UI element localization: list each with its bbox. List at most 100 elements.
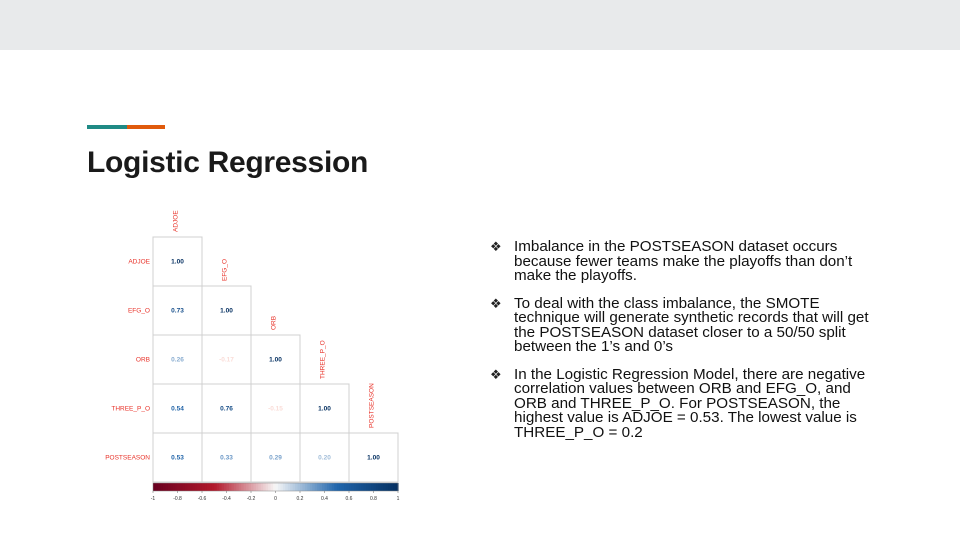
colorbar-segment [317,483,321,491]
colorbar-segment [395,483,399,491]
colorbar-segment [199,483,203,491]
colorbar-segment [233,483,237,491]
colorbar-segment [287,483,291,491]
bullet-item: ❖ Imbalance in the POSTSEASON dataset oc… [490,239,885,284]
colorbar-segment [388,483,392,491]
colorbar-segment [194,483,198,491]
colorbar-segment [371,483,375,491]
top-banner [0,0,960,50]
slide-title: Logistic Regression [87,146,369,179]
colorbar-segment [307,483,311,491]
colorbar-segment [179,483,183,491]
colorbar-segment [184,483,188,491]
colorbar-segment [373,483,377,491]
colorbar-segment [228,483,232,491]
cell-value-label: 0.73 [171,308,184,315]
cell-value-label: 0.29 [269,455,282,462]
correlation-heatmap: 1.00 0.73 1.00 0.26 -0.17 1.00 0.54 0.76 -0.15 1.… [105,210,400,502]
colorbar-segment [378,483,382,491]
title-accent-teal [87,125,127,129]
colorbar-segment [363,483,367,491]
colorbar-segment [260,483,264,491]
cell-value-label: 1.00 [318,406,331,413]
colorbar-segment [282,483,286,491]
colorbar-tick-label: 0.4 [321,496,328,502]
colorbar-segment [329,483,333,491]
heatmap-cell [250,432,301,483]
colorbar-segment [285,483,289,491]
bullet-item: ❖ In the Logistic Regression Model, ther… [490,366,885,441]
heatmap-cell [299,432,350,483]
colorbar-segment [366,483,370,491]
colorbar-segment [383,483,387,491]
colorbar-segment [231,483,235,491]
colorbar-segment [339,483,343,491]
heatmap-cell [299,383,350,434]
diamond-bullet-icon: ❖ [490,366,502,382]
bullet-item: ❖ To deal with the class imbalance, the … [490,295,885,355]
cell-value-label: 0.26 [171,357,184,364]
cell-value-label: 0.20 [318,455,331,462]
colorbar-segment [246,483,250,491]
colorbar-segment [243,483,247,491]
colorbar-segment [165,483,169,491]
colorbar-segment [312,483,316,491]
cell-value-label: 1.00 [269,357,282,364]
colorbar-segment [302,483,306,491]
bullet-list: ❖ Imbalance in the POSTSEASON dataset oc… [490,239,885,453]
colorbar-segment [226,483,230,491]
colorbar-segment [331,483,335,491]
colorbar-segment [304,483,308,491]
colorbar-segment [393,483,397,491]
colorbar-segment [211,483,215,491]
colorbar-segment [216,483,220,491]
colorbar-tick-label: -0.4 [222,496,231,502]
colorbar-segment [349,483,353,491]
colorbar-segment [248,483,252,491]
colorbar-segment [292,483,296,491]
heatmap-cell [348,432,399,483]
column-label: THREE_P_O [320,340,327,379]
colorbar-segment [361,483,365,491]
colorbar-segment [265,483,269,491]
row-label: EFG_O [128,308,150,315]
colorbar-segment [319,483,323,491]
cell-value-label: -0.17 [219,357,234,364]
heatmap-cell [201,383,252,434]
colorbar-segment [334,483,338,491]
title-accent-orange [127,125,165,129]
colorbar-segment [160,483,164,491]
colorbar-segment [251,483,255,491]
colorbar-segment [182,483,186,491]
colorbar-segment [175,483,179,491]
colorbar-tick-label: -0.6 [198,496,207,502]
colorbar-segment [187,483,191,491]
cell-value-label: 1.00 [220,308,233,315]
colorbar-segment [162,483,166,491]
colorbar-tick-label: 1 [397,496,400,502]
cell-value-label: 0.76 [220,406,233,413]
colorbar-segment [385,483,389,491]
colorbar-segment [172,483,176,491]
colorbar-tick-label: 0 [274,496,277,502]
colorbar-tick-label: -0.8 [173,496,182,502]
colorbar-segment [309,483,313,491]
cell-value-label: 0.54 [171,406,184,413]
colorbar-segment [255,483,259,491]
colorbar-segment [263,483,267,491]
colorbar-segment [324,483,328,491]
heatmap-cell [250,334,301,385]
row-label: POSTSEASON [105,455,150,462]
colorbar-segment [290,483,294,491]
column-label: ORB [271,316,278,330]
colorbar-segment [322,483,326,491]
colorbar-segment [167,483,171,491]
colorbar-segment [202,483,206,491]
colorbar-tick-label: 0.6 [346,496,353,502]
row-label: THREE_P_O [111,406,150,413]
colorbar-segment [219,483,223,491]
colorbar-segment [258,483,262,491]
colorbar-segment [295,483,299,491]
heatmap-cell [201,285,252,336]
colorbar-segment [277,483,281,491]
